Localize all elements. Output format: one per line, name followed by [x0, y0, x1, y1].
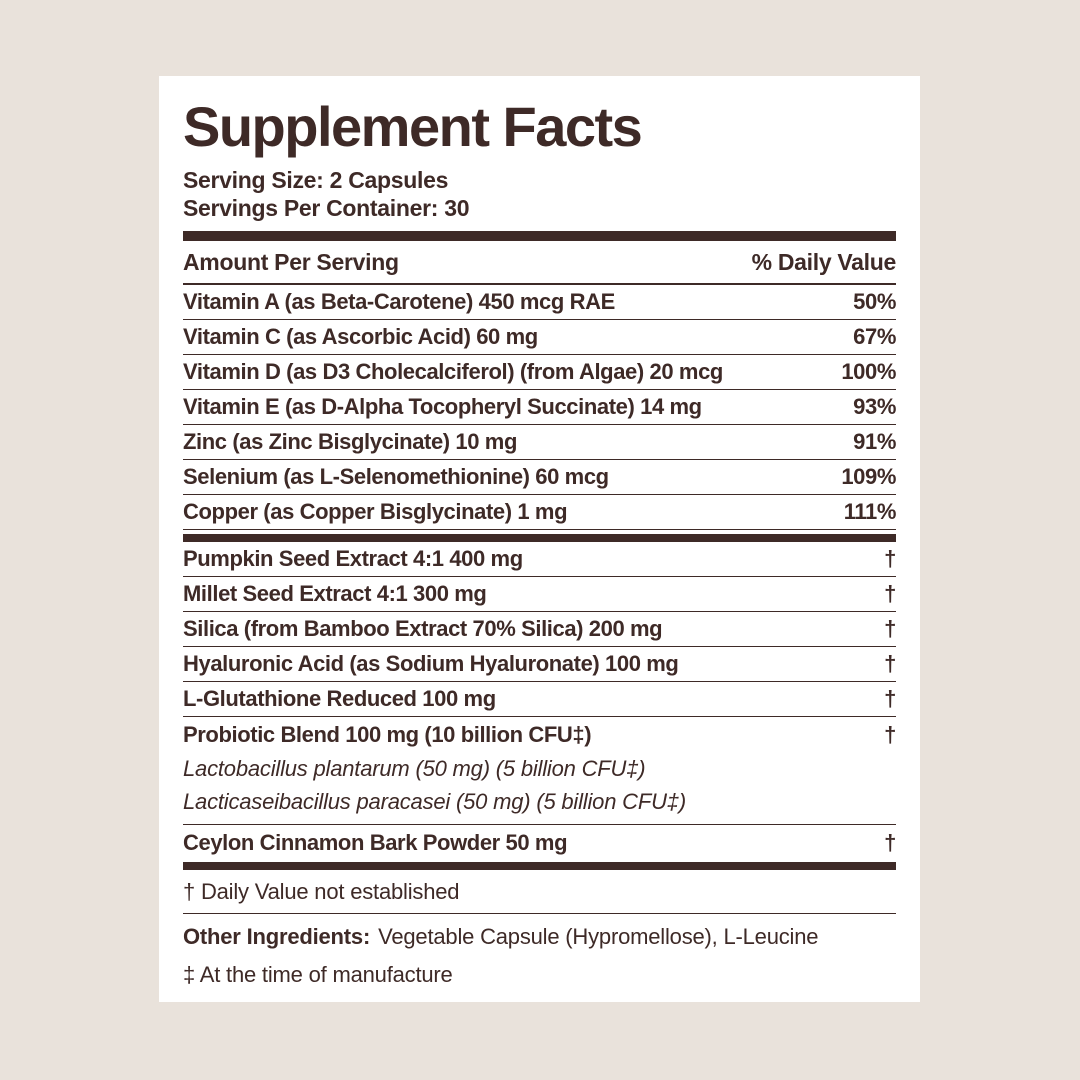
daily-value: 67% — [853, 324, 896, 349]
daily-value: 111% — [843, 499, 897, 524]
ingredient-name: Copper (as Copper Bisglycinate) 1 mg — [183, 499, 568, 524]
ingredient-name: Hyaluronic Acid (as Sodium Hyaluronate) … — [183, 651, 679, 676]
daily-value: 109% — [841, 464, 896, 489]
table-row-vitamin-c: Vitamin C (as Ascorbic Acid) 60 mg 67% — [183, 320, 896, 355]
daily-value-footnote: † Daily Value not established — [183, 870, 896, 914]
servings-per-container: Servings Per Container: 30 — [183, 195, 470, 221]
table-row-vitamin-e: Vitamin E (as D-Alpha Tocopheryl Succina… — [183, 390, 896, 425]
daily-value-dagger: † — [884, 829, 896, 855]
daily-value-dagger: † — [884, 616, 896, 641]
probiotic-main-line: Probiotic Blend 100 mg (10 billion CFU‡)… — [183, 717, 896, 752]
ingredient-name: Zinc (as Zinc Bisglycinate) 10 mg — [183, 429, 518, 454]
daily-value-footnote-text: † Daily Value not established — [183, 878, 460, 904]
ingredient-name: Ceylon Cinnamon Bark Powder 50 mg — [183, 829, 568, 855]
table-row-hyaluronic-acid: Hyaluronic Acid (as Sodium Hyaluronate) … — [183, 647, 896, 682]
table-row-millet-seed: Millet Seed Extract 4:1 300 mg † — [183, 577, 896, 612]
table-row-copper: Copper (as Copper Bisglycinate) 1 mg 111… — [183, 495, 896, 530]
manufacture-footnote: ‡ At the time of manufacture — [183, 960, 896, 990]
other-ingredients-row: Other Ingredients: Vegetable Capsule (Hy… — [183, 914, 896, 960]
table-row-l-glutathione: L-Glutathione Reduced 100 mg † — [183, 682, 896, 717]
table-row-pumpkin-seed: Pumpkin Seed Extract 4:1 400 mg † — [183, 542, 896, 577]
column-header-daily-value: % Daily Value — [751, 248, 897, 275]
ingredient-name: L-Glutathione Reduced 100 mg — [183, 686, 496, 711]
column-header-row: Amount Per Serving % Daily Value — [183, 241, 896, 285]
daily-value: 93% — [853, 394, 896, 419]
panel-title: Supplement Facts — [183, 95, 643, 158]
ingredient-name: Vitamin E (as D-Alpha Tocopheryl Succina… — [183, 394, 702, 419]
serving-info: Serving Size: 2 Capsules Servings Per Co… — [183, 166, 896, 222]
ingredient-name: Vitamin A (as Beta-Carotene) 450 mcg RAE — [183, 289, 615, 314]
ingredient-name: Selenium (as L-Selenomethionine) 60 mcg — [183, 464, 609, 489]
daily-value: 50% — [853, 289, 896, 314]
column-header-amount: Amount Per Serving — [183, 248, 399, 275]
other-ingredients-label: Other Ingredients: — [183, 924, 371, 949]
table-row-zinc: Zinc (as Zinc Bisglycinate) 10 mg 91% — [183, 425, 896, 460]
ingredient-name: Pumpkin Seed Extract 4:1 400 mg — [183, 546, 523, 571]
section-bar-bottom — [183, 862, 896, 870]
other-ingredients-value: Vegetable Capsule (Hypromellose), L-Leuc… — [378, 924, 819, 949]
table-row-silica: Silica (from Bamboo Extract 70% Silica) … — [183, 612, 896, 647]
section-bar-middle — [183, 534, 896, 542]
table-row-vitamin-d: Vitamin D (as D3 Cholecalciferol) (from … — [183, 355, 896, 390]
daily-value: 100% — [841, 359, 896, 384]
ingredient-name: Vitamin C (as Ascorbic Acid) 60 mg — [183, 324, 538, 349]
ingredient-name: Vitamin D (as D3 Cholecalciferol) (from … — [183, 359, 723, 384]
table-row-ceylon-cinnamon: Ceylon Cinnamon Bark Powder 50 mg † — [183, 825, 896, 860]
table-row-vitamin-a: Vitamin A (as Beta-Carotene) 450 mcg RAE… — [183, 285, 896, 320]
daily-value-dagger: † — [884, 546, 896, 571]
serving-size: Serving Size: 2 Capsules — [183, 167, 449, 193]
ingredient-name: Millet Seed Extract 4:1 300 mg — [183, 581, 487, 606]
probiotic-strain: Lacticaseibacillus paracasei (50 mg) (5 … — [183, 789, 686, 814]
daily-value-dagger: † — [884, 651, 896, 676]
manufacture-footnote-text: ‡ At the time of manufacture — [183, 962, 453, 987]
supplement-facts-panel: Supplement Facts Serving Size: 2 Capsule… — [159, 76, 920, 1002]
daily-value-dagger: † — [884, 721, 896, 747]
section-bar-top — [183, 231, 896, 241]
daily-value-dagger: † — [884, 686, 896, 711]
ingredient-name: Probiotic Blend 100 mg (10 billion CFU‡) — [183, 721, 592, 747]
daily-value: 91% — [853, 429, 896, 454]
table-row-selenium: Selenium (as L-Selenomethionine) 60 mcg … — [183, 460, 896, 495]
table-row-probiotic-blend: Probiotic Blend 100 mg (10 billion CFU‡)… — [183, 717, 896, 825]
daily-value-dagger: † — [884, 581, 896, 606]
ingredient-name: Silica (from Bamboo Extract 70% Silica) … — [183, 616, 663, 641]
probiotic-strain: Lactobacillus plantarum (50 mg) (5 billi… — [183, 756, 646, 781]
